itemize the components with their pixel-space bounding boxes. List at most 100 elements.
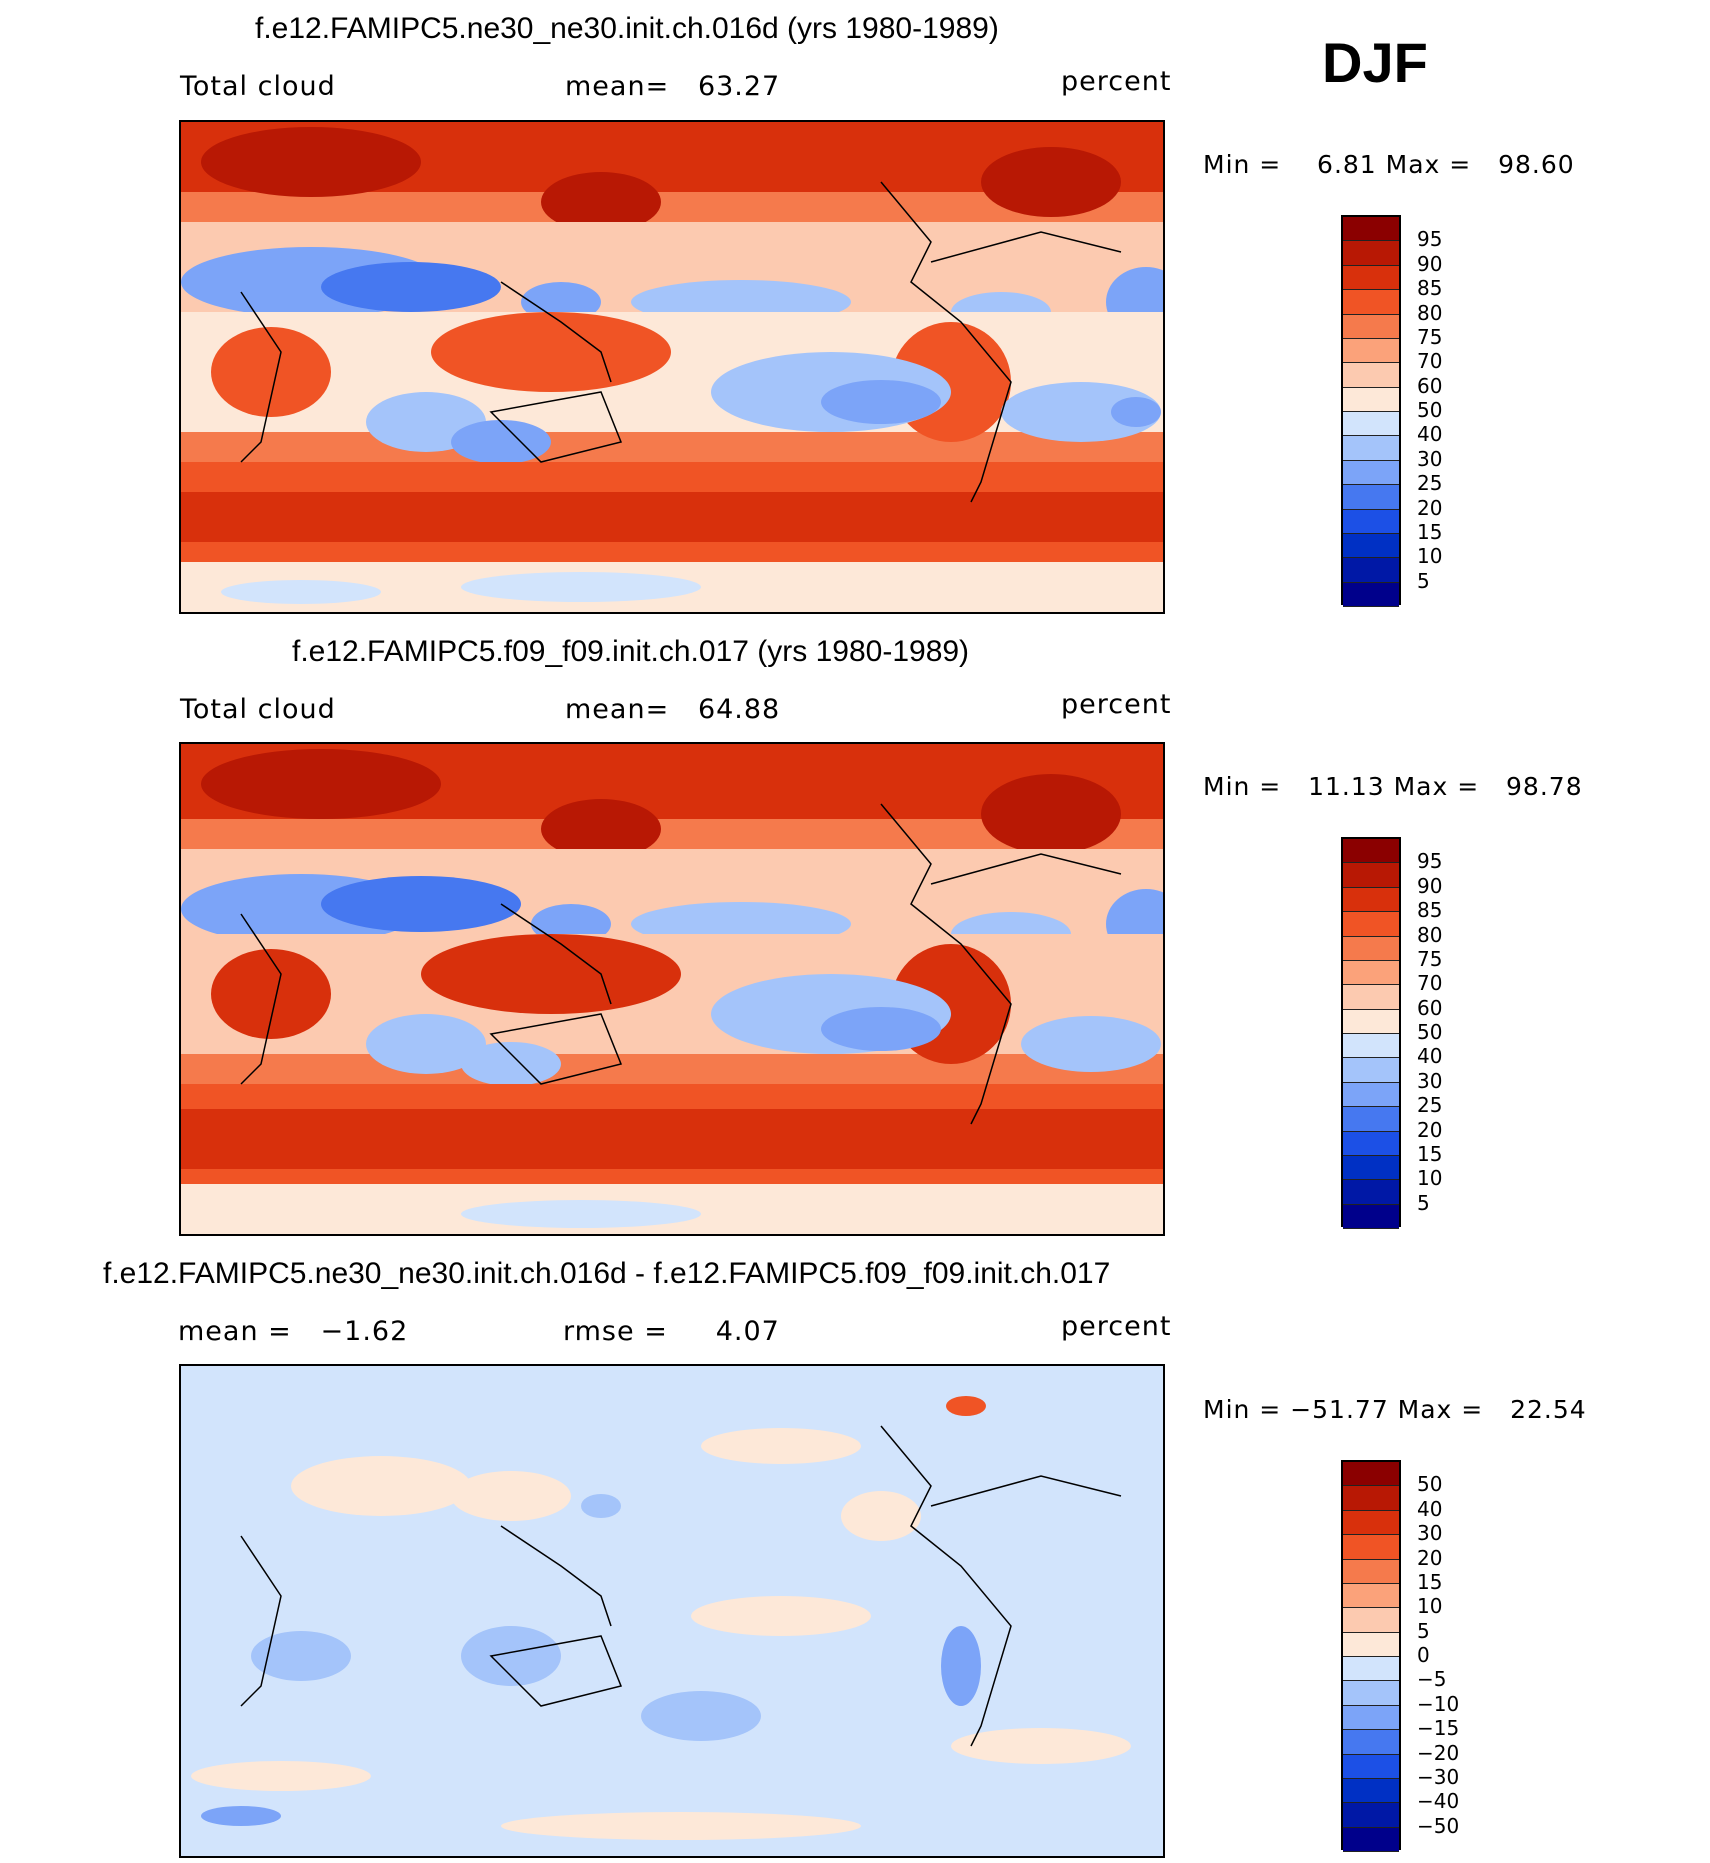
colorbar-bin (1343, 1058, 1399, 1083)
panel2-minmax: Min = 11.13 Max = 98.78 (1203, 772, 1583, 801)
colorbar-bin (1343, 1608, 1399, 1633)
colorbar-label: −10 (1417, 1691, 1460, 1716)
colorbar-bin (1343, 1535, 1399, 1560)
colorbar-bin (1343, 1705, 1399, 1731)
colorbar-label: 40 (1417, 1496, 1443, 1521)
colorbar-bin (1343, 338, 1399, 364)
panel2-colorbar-box (1341, 837, 1401, 1229)
colorbar-label: 85 (1417, 898, 1443, 923)
panel1-units-label: percent (1061, 66, 1172, 97)
colorbar-label: 30 (1417, 446, 1443, 471)
colorbar-label: 75 (1417, 946, 1443, 971)
colorbar-bin (1343, 1632, 1399, 1657)
colorbar-label: 20 (1417, 1117, 1443, 1142)
panel3-units-label: percent (1061, 1311, 1172, 1342)
colorbar-bin (1343, 241, 1399, 266)
colorbar-label: 5 (1417, 1618, 1430, 1643)
colorbar-label: 50 (1417, 398, 1443, 422)
colorbar-label: 15 (1417, 519, 1443, 544)
panel1-map-svg (181, 122, 1163, 612)
colorbar-label: 70 (1417, 971, 1443, 996)
colorbar-label: −50 (1417, 1813, 1460, 1838)
colorbar-label: 30 (1417, 1068, 1443, 1093)
colorbar-bin (1343, 1730, 1399, 1755)
colorbar-bin (1343, 1827, 1399, 1852)
colorbar-label: 25 (1417, 1093, 1443, 1118)
colorbar-bin (1343, 290, 1399, 315)
panel1-colorbar: 95 90 85 80 75 70 60 50 40 30 25 20 15 10 5 (1341, 215, 1442, 607)
colorbar-label: −15 (1417, 1716, 1460, 1741)
colorbar-bin (1343, 1462, 1399, 1487)
panel3-map (179, 1364, 1165, 1858)
colorbar-bin (1343, 1082, 1399, 1108)
colorbar-bin (1343, 912, 1399, 937)
colorbar-label: −5 (1417, 1667, 1447, 1692)
panel2-mean-label: mean= 64.88 (565, 694, 781, 725)
colorbar-bin (1343, 1754, 1399, 1779)
colorbar-bin (1343, 839, 1399, 864)
colorbar-bin (1343, 1657, 1399, 1682)
panel3-mean-label: mean = −1.62 (178, 1316, 409, 1347)
colorbar-bin (1343, 936, 1399, 961)
colorbar-label: 50 (1417, 1020, 1443, 1044)
colorbar-label: 80 (1417, 922, 1443, 947)
colorbar-label: 10 (1417, 544, 1443, 569)
colorbar-bin (1343, 1009, 1399, 1034)
colorbar-label: 40 (1417, 1044, 1443, 1069)
colorbar-bin (1343, 1180, 1399, 1205)
colorbar-bin (1343, 582, 1399, 607)
colorbar-label: 0 (1417, 1643, 1430, 1667)
panel3-title: f.e12.FAMIPC5.ne30_ne30.init.ch.016d - f… (103, 1257, 1111, 1290)
panel1-mean-label: mean= 63.27 (565, 71, 781, 102)
colorbar-label: 50 (1417, 1472, 1443, 1497)
colorbar-label: 15 (1417, 1569, 1443, 1594)
colorbar-label: 90 (1417, 873, 1443, 898)
colorbar-bin (1343, 558, 1399, 583)
colorbar-label: 10 (1417, 1594, 1443, 1619)
panel1-variable-label: Total cloud (180, 71, 336, 102)
colorbar-bin (1343, 985, 1399, 1010)
colorbar-bin (1343, 363, 1399, 388)
colorbar-label: 60 (1417, 373, 1443, 398)
colorbar-bin (1343, 1486, 1399, 1511)
colorbar-bin (1343, 1778, 1399, 1804)
colorbar-label: 70 (1417, 349, 1443, 374)
colorbar-label: 20 (1417, 495, 1443, 520)
colorbar-label: 80 (1417, 300, 1443, 325)
colorbar-bin (1343, 1034, 1399, 1059)
colorbar-label: 15 (1417, 1141, 1443, 1166)
panel2-title: f.e12.FAMIPC5.f09_f09.init.ch.017 (yrs 1… (292, 635, 970, 668)
colorbar-bin (1343, 485, 1399, 510)
colorbar-label: −30 (1417, 1764, 1460, 1789)
colorbar-bin (1343, 1131, 1399, 1156)
colorbar-label: 40 (1417, 422, 1443, 447)
colorbar-label: −40 (1417, 1789, 1460, 1814)
colorbar-bin (1343, 887, 1399, 913)
colorbar-label: 85 (1417, 276, 1443, 301)
panel2-units-label: percent (1061, 689, 1172, 720)
colorbar-label: 25 (1417, 471, 1443, 496)
colorbar-bin (1343, 863, 1399, 888)
colorbar-bin (1343, 1583, 1399, 1609)
colorbar-label: 95 (1417, 227, 1443, 252)
colorbar-bin (1343, 509, 1399, 534)
panel1-colorbar-box (1341, 215, 1401, 607)
colorbar-bin (1343, 1155, 1399, 1181)
colorbar-label: 60 (1417, 995, 1443, 1020)
season-label: DJF (1322, 31, 1428, 94)
colorbar-bin (1343, 436, 1399, 461)
colorbar-bin (1343, 1204, 1399, 1229)
panel3-colorbar: 50 40 30 20 15 10 5 0 −5 −10 −15 −20 −30 −40 −50 (1341, 1460, 1459, 1852)
colorbar-bin (1343, 1803, 1399, 1828)
colorbar-bin (1343, 314, 1399, 339)
colorbar-label: 75 (1417, 324, 1443, 349)
panel2-variable-label: Total cloud (180, 694, 336, 725)
colorbar-bin (1343, 217, 1399, 242)
colorbar-bin (1343, 960, 1399, 986)
colorbar-bin (1343, 412, 1399, 437)
panel2-map-svg (181, 744, 1163, 1234)
panel3-map-svg (181, 1366, 1163, 1856)
colorbar-label: 20 (1417, 1545, 1443, 1570)
colorbar-label: 5 (1417, 1190, 1430, 1215)
panel3-minmax: Min = −51.77 Max = 22.54 (1203, 1395, 1587, 1424)
